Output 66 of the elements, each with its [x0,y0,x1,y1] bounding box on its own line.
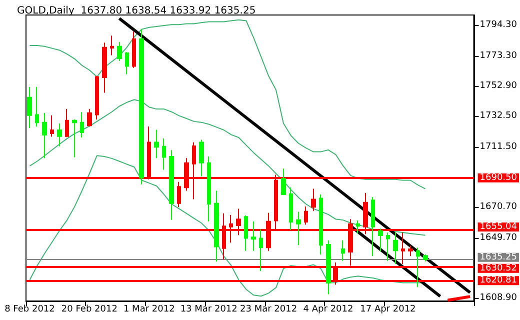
y-tick-label: 1752.90 [480,80,518,91]
candlestick [378,228,383,252]
x-tick-label: 20 Feb 2012 [61,304,118,314]
candlestick [95,75,99,120]
x-tick-label: 17 Apr 2012 [360,304,416,314]
x-tick-label: 8 Feb 2012 [4,304,55,314]
candlestick [259,228,263,272]
candlestick [42,112,47,159]
candlestick [304,206,308,226]
candlestick [35,86,39,127]
x-tick-label: 23 Mar 2012 [240,304,298,314]
candlestick [117,41,122,62]
ref-line-label: 1690.50 [480,172,518,183]
y-tick-label: 1773.30 [480,50,518,61]
x-tick-label: 13 Mar 2012 [180,304,238,314]
candlestick [125,52,129,75]
candlestick [177,181,181,208]
candlestick [110,35,114,56]
line-series [29,99,426,236]
candlestick [132,31,136,68]
x-tick-label: 4 Apr 2012 [303,304,354,314]
candlestick [207,156,211,222]
candlestick [214,190,219,262]
candlestick [65,108,69,138]
candlestick [296,211,301,246]
line-series [29,155,426,297]
y-tick-label: 1649.70 [480,233,518,244]
candlestick [139,28,144,185]
chart-title: GOLD,Daily 1637.80 1638.54 1633.92 1635.25 [17,6,256,16]
candlestick [199,139,204,177]
y-tick-label: 1794.30 [480,20,518,30]
candlestick [244,214,248,252]
candlestick [416,247,420,288]
candlestick [102,42,107,94]
y-tick-label: 1732.50 [480,110,518,121]
y-tick-label: 1711.50 [480,142,518,152]
candlestick [87,108,92,127]
candlestick [251,220,256,252]
candlestick [393,232,398,265]
candlestick [169,150,174,220]
candlestick [326,240,331,295]
candlestick [408,245,413,257]
candlestick [154,129,159,159]
candlestick [27,86,32,129]
candlestick [50,114,54,138]
candlestick [72,119,77,158]
ref-line-label: 1620.81 [480,276,517,286]
y-tick-label: 1670.70 [480,202,518,212]
candlestick [423,254,428,262]
candlestick [281,168,286,196]
candlestick [311,188,316,212]
y-tick-label: 1608.90 [480,293,518,304]
candlestick [341,240,345,262]
line-series [29,19,426,190]
candlestick [319,194,323,256]
ref-line-label: 1630.52 [480,263,517,274]
candlestick [386,232,390,262]
ref-line-label: 1635.25 [480,252,517,262]
ref-line-label: 1655.04 [480,222,518,232]
x-tick-label: 1 Mar 2012 [123,304,175,314]
candlestick [57,122,62,147]
candlestick [289,186,293,230]
candlestick [356,220,360,234]
candlestick [162,138,166,170]
candlestick [371,196,375,257]
candlestick [80,112,84,138]
